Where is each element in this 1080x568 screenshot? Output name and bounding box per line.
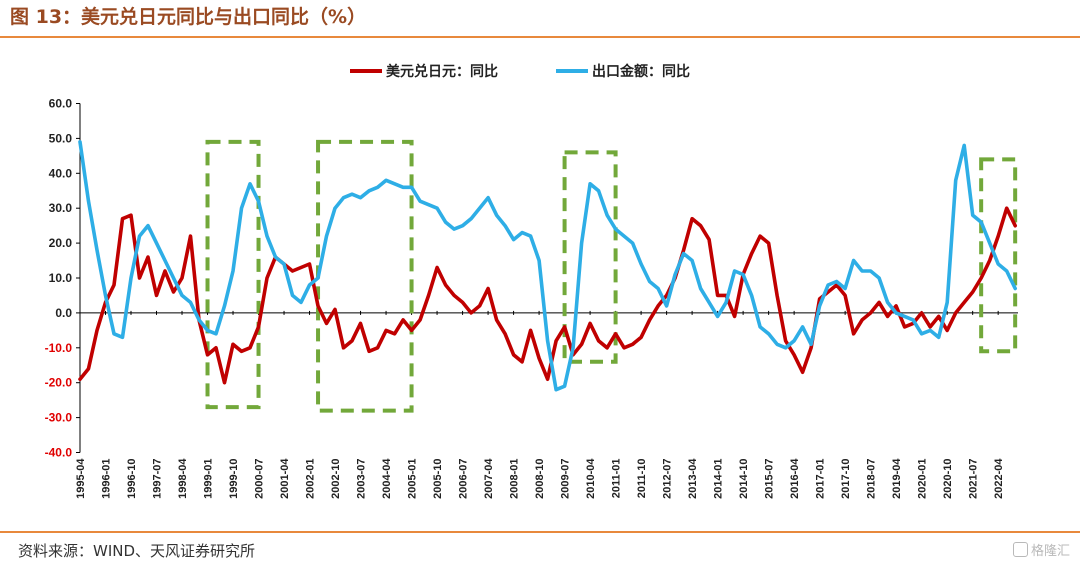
x-tick-label: 1996-01 bbox=[101, 459, 113, 499]
x-tick-label: 2021-07 bbox=[968, 459, 980, 499]
x-tick-label: 2007-04 bbox=[483, 458, 495, 499]
x-tick-label: 2010-04 bbox=[585, 458, 597, 499]
x-tick-label: 2002-10 bbox=[330, 459, 342, 499]
x-tick-label: 2001-04 bbox=[279, 458, 291, 499]
highlight-box-1 bbox=[205, 139, 261, 410]
x-tick-label: 1999-10 bbox=[228, 459, 240, 499]
x-tick-label: 2014-01 bbox=[713, 459, 725, 499]
x-tick-label: 2005-01 bbox=[407, 459, 419, 499]
legend: 美元兑日元：同比 出口金额：同比 bbox=[350, 63, 690, 80]
y-tick-label: 10.0 bbox=[49, 271, 73, 285]
x-tick-label: 2017-01 bbox=[815, 459, 827, 499]
legend-label: 出口金额：同比 bbox=[592, 63, 690, 80]
x-tick-label: 2013-04 bbox=[687, 458, 699, 499]
y-tick-label: 0.0 bbox=[55, 306, 72, 320]
page-title: 图 13：美元兑日元同比与出口同比（%） bbox=[10, 6, 367, 28]
x-tick-label: 1998-04 bbox=[177, 458, 189, 499]
x-tick-label: 2006-07 bbox=[458, 459, 470, 499]
x-tick-label: 1997-07 bbox=[152, 459, 164, 499]
x-tick-label: 1996-10 bbox=[126, 459, 138, 499]
highlight-boxes bbox=[205, 139, 1018, 413]
watermark: 格隆汇 bbox=[1012, 540, 1070, 559]
x-tick-label: 2002-01 bbox=[305, 459, 317, 499]
y-tick-label: 30.0 bbox=[49, 201, 73, 215]
highlight-box-3 bbox=[562, 150, 618, 364]
series-line-exports bbox=[78, 140, 1017, 392]
series-line-usdjpy bbox=[78, 206, 1017, 385]
x-tick-label: 1995-04 bbox=[75, 458, 87, 499]
y-tick-label: 40.0 bbox=[49, 166, 73, 180]
x-tick-label: 2017-10 bbox=[840, 459, 852, 499]
watermark-logo-icon bbox=[1012, 542, 1028, 557]
x-tick-label: 1999-01 bbox=[203, 459, 215, 499]
y-tick-label: -20.0 bbox=[45, 376, 73, 390]
axes-layer: 60.0 50.0 40.0 30.0 20.0 10.0 0.0 -10.0 -20.0 -30… bbox=[45, 97, 1018, 499]
x-tick-label: 2003-07 bbox=[356, 459, 368, 499]
x-tick-label: 2022-04 bbox=[993, 458, 1005, 499]
x-tick-label: 2016-04 bbox=[789, 458, 801, 499]
x-tick-label: 2020-10 bbox=[942, 459, 954, 499]
y-tick-label: -40.0 bbox=[45, 446, 73, 460]
x-tick-label: 2005-10 bbox=[432, 459, 444, 499]
series-layer bbox=[78, 140, 1017, 392]
y-tick-label: 60.0 bbox=[49, 97, 73, 111]
x-tick-label: 2012-07 bbox=[662, 459, 674, 499]
y-tick-label: -30.0 bbox=[45, 411, 73, 425]
x-tick-label: 2018-07 bbox=[866, 459, 878, 499]
x-tick-label: 2014-10 bbox=[738, 459, 750, 499]
footer-rule bbox=[0, 531, 1080, 533]
x-tick-label: 2008-01 bbox=[509, 459, 521, 499]
x-tick-label: 2008-10 bbox=[534, 459, 546, 499]
legend-item-usdjpy: 美元兑日元：同比 bbox=[350, 63, 498, 80]
x-tick-label: 2009-07 bbox=[560, 459, 572, 499]
x-tick-label: 2019-04 bbox=[891, 458, 903, 499]
x-tick-label: 2000-07 bbox=[254, 459, 266, 499]
x-tick-label: 2015-07 bbox=[764, 459, 776, 499]
legend-label: 美元兑日元：同比 bbox=[386, 63, 498, 80]
y-tick-label: 50.0 bbox=[49, 131, 73, 145]
header-rule bbox=[0, 36, 1080, 38]
legend-item-exports: 出口金额：同比 bbox=[556, 63, 690, 80]
watermark-text: 格隆汇 bbox=[1030, 544, 1070, 559]
source-note: 资料来源：WIND、天风证券研究所 bbox=[18, 542, 256, 560]
x-tick-label: 2004-04 bbox=[381, 458, 393, 499]
y-tick-label: 20.0 bbox=[49, 236, 73, 250]
highlight-box-4 bbox=[979, 157, 1018, 354]
x-tick-label: 2011-01 bbox=[611, 459, 623, 499]
y-tick-label: -10.0 bbox=[45, 341, 73, 355]
x-tick-label: 2020-01 bbox=[917, 459, 929, 499]
chart: 60.0 50.0 40.0 30.0 20.0 10.0 0.0 -10.0 -20.0 -30… bbox=[45, 63, 1018, 499]
x-tick-label: 2011-10 bbox=[636, 459, 648, 499]
highlight-box-2 bbox=[316, 139, 414, 413]
